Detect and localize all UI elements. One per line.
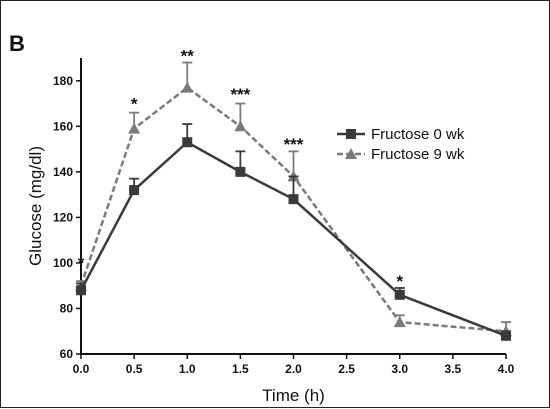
legend-marker: [346, 129, 356, 139]
x-tick-label: 0.5: [126, 362, 143, 376]
legend: Fructose 0 wk Fructose 9 wk: [337, 126, 465, 163]
x-tick-label: 1.0: [179, 362, 196, 376]
data-point: [394, 289, 405, 300]
data-point: [288, 194, 299, 205]
data-point: [501, 330, 511, 341]
legend-label: Fructose 9 wk: [371, 146, 465, 163]
legend-label: Fructose 0 wk: [371, 126, 465, 143]
x-tick-label: 3.0: [391, 362, 408, 376]
x-tick-label: 0.0: [73, 362, 90, 376]
data-point: [181, 81, 194, 93]
data-point: [393, 316, 406, 328]
x-tick-label: 1.5: [232, 362, 249, 376]
y-tick-label: 120: [53, 210, 73, 224]
data-point: [128, 122, 141, 134]
data-point: [76, 285, 86, 296]
y-axis-title: Glucose (mg/dl): [26, 146, 45, 266]
data-point: [235, 166, 246, 177]
y-tick-label: 180: [53, 74, 73, 88]
significance-annotations: ***********: [78, 46, 404, 290]
y-tick-label: 80: [60, 301, 74, 315]
panel-label: B: [9, 31, 25, 56]
series-fructose-0wk: [76, 123, 511, 341]
x-tick-label: 3.5: [445, 362, 462, 376]
significance-marker: *: [131, 94, 138, 113]
x-tick-label: 4.0: [498, 362, 515, 376]
axes: 60 80 100 120 140 160 180 0.0 0.5 1.0 1.5 2.0 2.5 3.0…: [53, 58, 515, 376]
data-point: [234, 120, 247, 132]
y-tick-label: 60: [60, 347, 74, 361]
significance-marker: *: [396, 272, 403, 291]
x-axis-title: Time (h): [262, 386, 325, 405]
x-tick-label: 2.0: [285, 362, 302, 376]
data-point: [182, 137, 193, 148]
series-layer: [75, 61, 512, 341]
y-tick-label: 100: [53, 256, 73, 270]
series-line: [79, 86, 507, 333]
significance-marker: ***: [284, 135, 304, 154]
significance-marker: **: [181, 46, 195, 65]
significance-marker: ***: [230, 85, 250, 104]
significance-marker: *: [78, 254, 85, 273]
y-tick-label: 140: [53, 165, 73, 179]
x-tick-label: 2.5: [338, 362, 355, 376]
y-tick-label: 160: [53, 119, 73, 133]
data-point: [129, 185, 140, 196]
legend-marker: [345, 148, 357, 159]
